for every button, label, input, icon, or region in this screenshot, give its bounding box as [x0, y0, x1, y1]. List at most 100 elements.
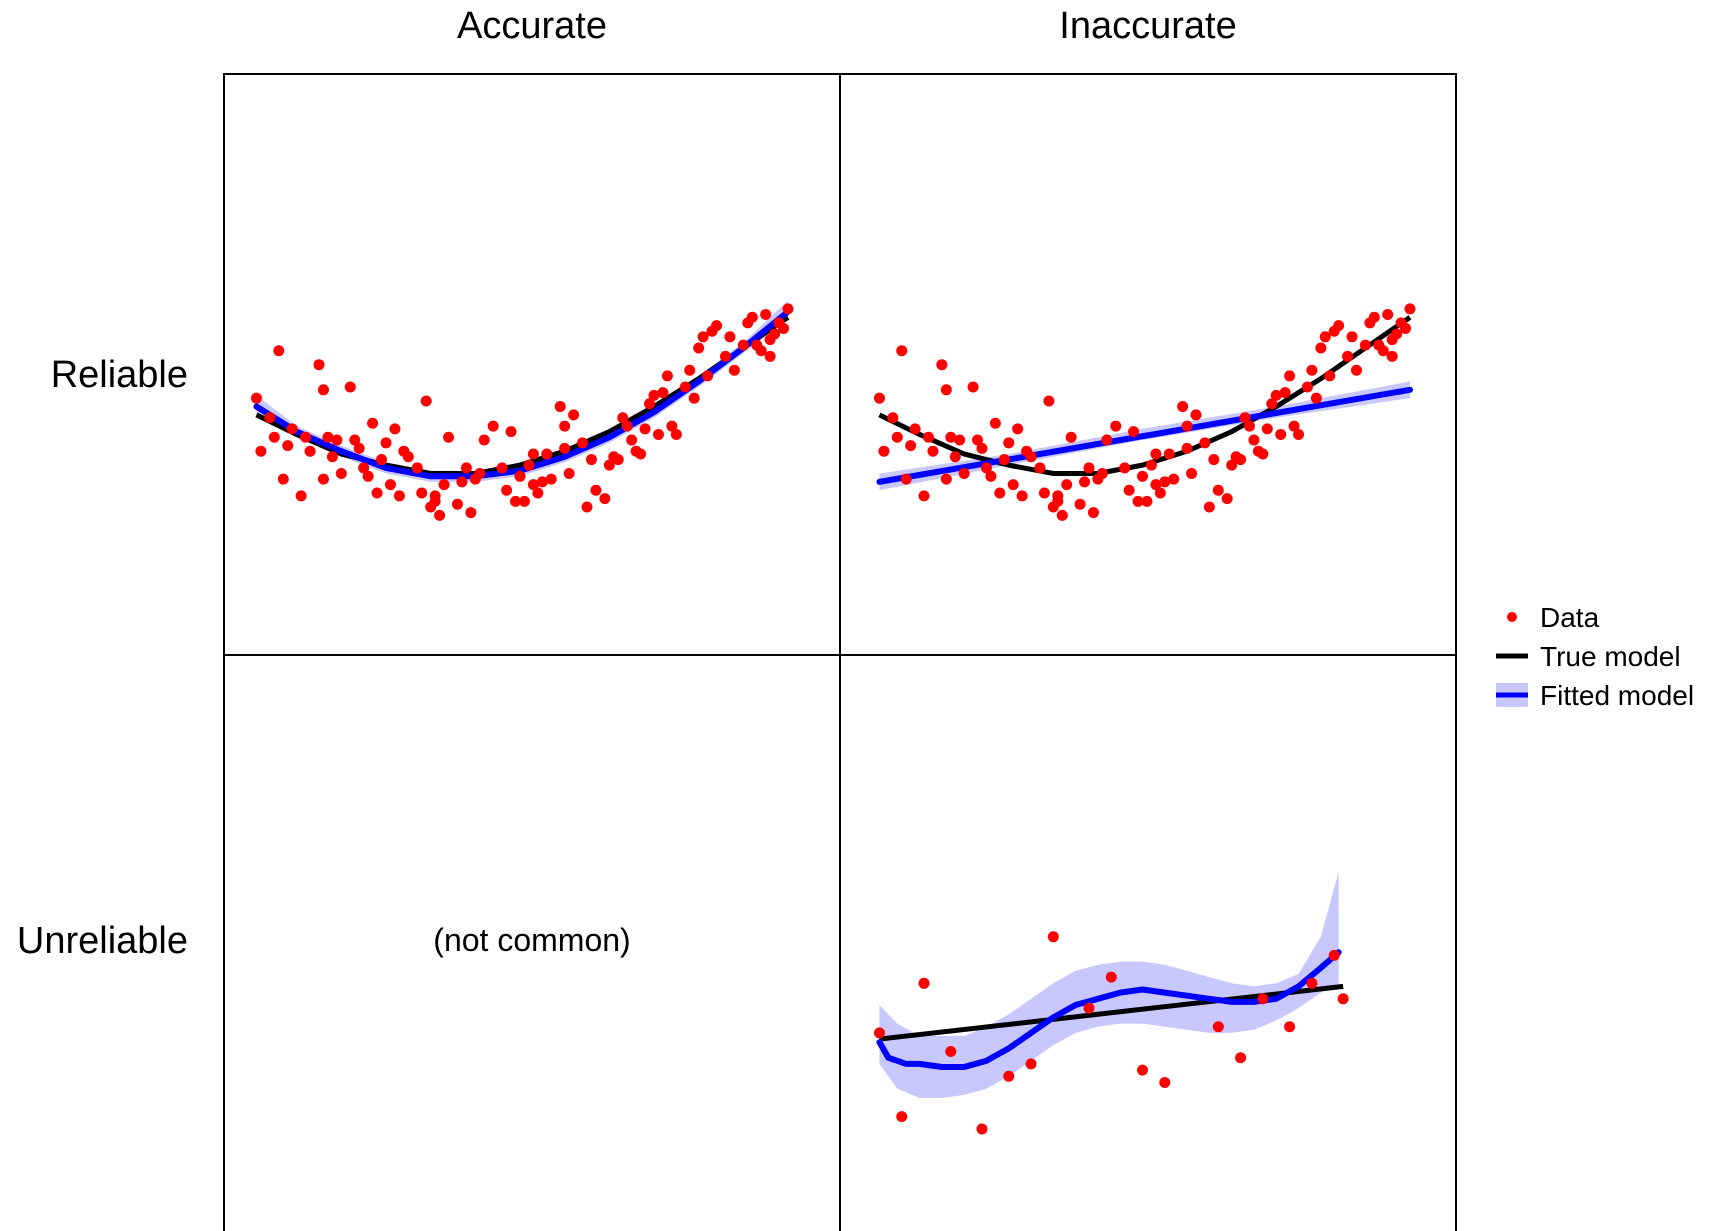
- data-point: [1159, 1077, 1171, 1088]
- row-title-reliable: Reliable: [51, 354, 188, 396]
- data-point: [1257, 993, 1269, 1005]
- data-point: [451, 498, 463, 510]
- data-point: [1007, 479, 1019, 491]
- data-point: [923, 431, 934, 443]
- data-point: [1221, 493, 1233, 505]
- data-point: [1235, 454, 1247, 466]
- data-point: [1043, 395, 1055, 407]
- data-point: [505, 426, 517, 438]
- data-point: [402, 451, 414, 463]
- data-point: [1284, 1021, 1296, 1033]
- data-point: [612, 454, 624, 466]
- data-point: [666, 420, 678, 432]
- data-point: [1177, 401, 1189, 413]
- data-point: [1083, 1002, 1095, 1014]
- data-point: [420, 395, 432, 407]
- data-point: [985, 470, 997, 482]
- data-point: [277, 473, 289, 485]
- data-point: [527, 479, 539, 491]
- data-point: [1087, 507, 1099, 519]
- data-point: [1105, 971, 1117, 983]
- data-point: [1404, 303, 1416, 315]
- data-point: [688, 392, 700, 404]
- data-point: [909, 423, 921, 435]
- data-point: [940, 384, 952, 396]
- data-point: [514, 470, 526, 482]
- data-point: [478, 434, 490, 446]
- data-point: [1034, 462, 1046, 474]
- data-point: [1047, 931, 1059, 943]
- data-point: [972, 434, 984, 446]
- data-point: [1346, 331, 1358, 343]
- data-point: [501, 484, 513, 496]
- data-point: [1284, 370, 1296, 382]
- data-point: [1137, 470, 1148, 482]
- data-point: [1257, 448, 1269, 460]
- data-point: [541, 448, 553, 460]
- data-point: [1239, 412, 1251, 424]
- legend: Data True model Fitted model: [1496, 602, 1694, 711]
- data-point: [474, 468, 486, 480]
- data-point: [755, 345, 767, 357]
- data-point: [568, 409, 580, 421]
- data-point: [585, 454, 597, 466]
- data-point: [545, 473, 557, 485]
- data-point: [295, 490, 307, 502]
- data-point: [376, 454, 388, 466]
- panel-note-not-common: (not common): [433, 922, 630, 958]
- data-point: [945, 431, 957, 443]
- data-point: [927, 445, 939, 457]
- data-point: [1065, 431, 1077, 443]
- data-point: [1056, 509, 1068, 521]
- data-point: [1235, 1052, 1247, 1064]
- data-point: [456, 476, 468, 488]
- data-point: [487, 420, 499, 432]
- data-point: [250, 392, 262, 404]
- data-point: [1150, 479, 1162, 491]
- legend-data-marker: [1507, 612, 1517, 622]
- data-point: [760, 308, 772, 320]
- data-point: [1199, 437, 1211, 449]
- data-point: [286, 423, 298, 435]
- data-point: [1279, 387, 1291, 399]
- data-point: [429, 490, 441, 502]
- data-point: [532, 487, 544, 499]
- data-point: [873, 392, 885, 404]
- data-point: [362, 470, 374, 482]
- data-point: [994, 487, 1006, 499]
- panels-layer: [250, 300, 1416, 1135]
- data-point: [1208, 454, 1220, 466]
- data-point: [728, 364, 740, 376]
- data-point: [693, 342, 705, 354]
- data-point: [737, 339, 749, 351]
- data-point: [1025, 1058, 1037, 1070]
- data-point: [510, 495, 522, 507]
- data-point: [697, 331, 709, 343]
- data-point: [648, 389, 660, 401]
- data-point: [268, 431, 280, 443]
- data-point: [976, 1123, 988, 1135]
- data-point: [1368, 311, 1380, 323]
- data-point: [967, 381, 979, 393]
- data-point: [523, 459, 535, 471]
- data-point: [603, 459, 615, 471]
- panel-reliable-accurate: [250, 300, 794, 521]
- data-point: [661, 370, 673, 382]
- data-point: [652, 428, 664, 440]
- data-point: [1400, 322, 1412, 334]
- data-point: [393, 490, 405, 502]
- data-point: [1386, 350, 1398, 362]
- data-point: [684, 364, 696, 376]
- data-point: [380, 437, 392, 449]
- data-point: [1168, 473, 1180, 485]
- data-point: [1342, 350, 1354, 362]
- data-point: [559, 442, 571, 454]
- data-point: [1382, 308, 1394, 320]
- data-point: [563, 468, 575, 480]
- data-point: [581, 501, 593, 513]
- data-point: [1074, 498, 1086, 510]
- data-point: [626, 434, 638, 446]
- data-point: [764, 350, 776, 362]
- data-point: [304, 445, 316, 457]
